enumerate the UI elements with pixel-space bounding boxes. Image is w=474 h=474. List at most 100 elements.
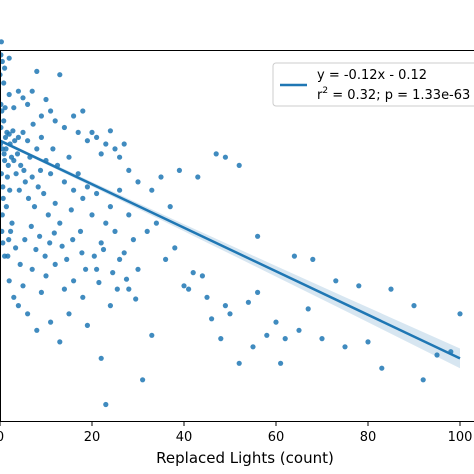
- scatter-point: [35, 184, 41, 190]
- scatter-point: [22, 179, 28, 185]
- x-tick-label: 80: [360, 430, 377, 445]
- scatter-point: [48, 108, 54, 114]
- legend-stats: r2 = 0.32; p = 1.33e-63: [317, 86, 470, 103]
- scatter-point: [255, 289, 261, 295]
- scatter-point: [79, 250, 85, 256]
- scatter-point: [70, 237, 76, 243]
- scatter-point: [13, 171, 19, 177]
- x-tick-label: 40: [176, 430, 193, 445]
- scatter-point: [135, 266, 141, 272]
- scatter-point: [213, 151, 219, 157]
- scatter-point: [84, 322, 90, 328]
- scatter-point: [411, 303, 417, 309]
- scatter-point: [43, 96, 49, 103]
- scatter-point: [310, 256, 316, 262]
- scatter-point: [2, 157, 8, 164]
- scatter-point: [16, 187, 22, 193]
- scatter-point: [4, 174, 10, 180]
- scatter-point: [6, 91, 12, 98]
- scatter-point: [181, 283, 187, 289]
- scatter-point: [48, 319, 54, 325]
- scatter-point: [20, 129, 26, 135]
- scatter-point: [278, 360, 284, 366]
- scatter-point: [89, 212, 95, 218]
- scatter-point: [434, 352, 440, 358]
- scatter-point: [121, 250, 127, 256]
- scatter-point: [25, 195, 32, 201]
- scatter-point: [144, 228, 150, 234]
- scatter-point: [29, 266, 35, 272]
- legend: y = -0.12x - 0.12 r2 = 0.32; p = 1.33e-6…: [272, 62, 474, 107]
- scatter-point: [342, 344, 348, 350]
- scatter-point: [45, 212, 51, 218]
- scatter-point: [204, 294, 210, 300]
- scatter-point: [25, 138, 31, 144]
- scatter-point: [117, 187, 123, 193]
- scatter-point: [20, 95, 26, 101]
- scatter-point: [91, 253, 97, 259]
- scatter-point: [8, 228, 14, 234]
- scatter-point: [0, 108, 5, 114]
- scatter-point: [61, 286, 67, 292]
- scatter-point: [319, 336, 325, 342]
- scatter-point: [158, 174, 164, 180]
- scatter-point: [356, 283, 362, 289]
- scatter-point: [126, 286, 132, 292]
- scatter-point: [1, 118, 7, 124]
- scatter-point: [80, 195, 86, 201]
- scatter-point: [1, 151, 7, 157]
- scatter-point: [94, 266, 100, 272]
- regression-line: [0, 139, 461, 360]
- scatter-point: [264, 332, 270, 338]
- legend-box: [272, 62, 474, 107]
- scatter-point: [34, 68, 40, 74]
- scatter-point: [77, 228, 84, 234]
- scatter-point: [75, 129, 81, 135]
- scatter-point: [34, 327, 40, 333]
- scatter-point: [41, 190, 47, 197]
- scatter-point: [172, 245, 178, 251]
- scatter-point: [245, 299, 251, 305]
- scatter-point: [190, 270, 196, 276]
- scatter-point: [11, 157, 17, 164]
- scatter-point: [222, 154, 228, 160]
- scatter-point: [29, 174, 35, 180]
- scatter-point: [84, 184, 90, 190]
- scatter-point: [98, 355, 104, 361]
- scatter-point: [305, 306, 311, 312]
- scatter-point: [365, 339, 371, 345]
- scatter-point: [163, 256, 169, 262]
- scatter-point: [5, 253, 11, 259]
- scatter-point: [255, 233, 261, 239]
- scatter-point: [18, 162, 24, 168]
- scatter-point: [123, 276, 130, 282]
- scatter-point: [7, 187, 13, 193]
- scatter-point: [103, 401, 109, 408]
- scatter-point: [379, 365, 385, 371]
- scatter-point: [98, 151, 104, 157]
- scatter-point: [227, 311, 233, 317]
- scatter-point: [0, 228, 5, 234]
- scatter-point: [0, 212, 5, 218]
- scatter-point: [100, 246, 107, 253]
- scatter-point: [6, 237, 12, 243]
- scatter-point: [34, 146, 40, 152]
- scatter-point: [2, 105, 8, 111]
- scatter-point: [130, 237, 136, 243]
- scatter-point: [47, 240, 53, 246]
- scatter-point: [14, 151, 21, 157]
- scatter-point: [1, 80, 7, 86]
- scatter-point: [13, 245, 19, 251]
- scatter-point: [38, 134, 45, 140]
- scatter-point: [149, 187, 155, 193]
- scatter-point: [30, 121, 36, 127]
- scatter-point: [80, 294, 86, 300]
- scatter-point: [199, 273, 205, 279]
- scatter-point: [5, 162, 11, 168]
- scatter-point: [218, 336, 224, 342]
- x-tick-label: 100: [448, 430, 473, 445]
- scatter-point: [64, 256, 70, 262]
- scatter-point: [117, 256, 123, 262]
- scatter-point: [3, 204, 9, 210]
